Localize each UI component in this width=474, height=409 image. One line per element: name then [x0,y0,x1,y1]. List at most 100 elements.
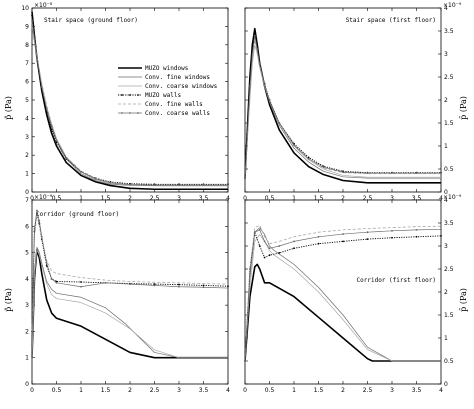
x-tick-label: 1.5 [314,387,324,394]
y-tick-label: 0 [25,189,29,196]
legend-marker-conv-coarse-walls [129,112,131,114]
series-point-muzo-walls [263,256,266,259]
x-tick-label: 2.5 [150,387,160,394]
series-point-conv-coarse-walls [317,235,320,238]
series-point-muzo-walls [202,284,205,287]
x-tick-label: 3.5 [199,387,209,394]
series-point-conv-coarse-walls [129,183,131,186]
panel-title: Corridor (first floor) [357,277,436,284]
y-tick-label: 7 [25,60,29,67]
series-point-conv-coarse-walls [80,285,82,288]
series-point-conv-coarse-walls [178,285,180,288]
series-point-muzo-walls [31,14,33,17]
series-point-conv-coarse-walls [55,139,58,142]
series-point-muzo-walls [415,235,418,238]
series-point-muzo-walls [307,156,310,159]
series-point-conv-coarse-walls [45,262,48,264]
series-point-conv-coarse-walls [40,86,43,89]
series-point-conv-coarse-walls [38,220,41,222]
y-tick-label: 4 [444,5,448,12]
y-tick-label: 2.5 [444,74,454,81]
panel-title: Stair space (first floor) [346,17,436,24]
legend-marker-conv-coarse-walls [121,112,123,114]
series-point-conv-coarse-walls [178,184,180,186]
y-tick-label: 3.5 [444,220,454,227]
y-tick-label: 2.5 [444,266,454,273]
left-y-axis-label-top: p̂ (Pa) [4,96,13,120]
legend-label-muzo-windows: MUZO windows [145,65,189,72]
series-line-muzo-windows [244,263,441,362]
series-point-conv-coarse-walls [342,233,344,235]
series-point-conv-coarse-walls [244,177,246,180]
y-tick-label: 0.5 [444,166,454,173]
x-tick-label: 2 [341,195,345,202]
series-point-conv-coarse-walls [366,231,369,234]
right-y-axis-label-top: p̄ (Pa) [459,96,468,120]
series-point-conv-coarse-walls [94,178,97,181]
series-point-conv-coarse-walls [36,56,38,59]
legend-marker-muzo-walls [129,94,131,96]
series-point-conv-coarse-walls [36,209,38,212]
x-tick-label: 4 [226,387,230,394]
series-point-conv-coarse-walls [55,281,58,284]
y-scale-label: ×10⁻⁸ [34,2,53,9]
x-tick-label: 1 [79,195,83,202]
series-point-conv-coarse-walls [342,171,344,174]
panel-corridor-first: 0 0.5 1 1.5 2 2.5 3 3.5 400.511.522.533.54×10⁻⁹C… [243,194,462,394]
x-tick-label: 0 [243,195,247,202]
series-point-muzo-walls [293,247,295,250]
y-tick-label: 1 [25,171,29,178]
y-tick-label: 8 [25,42,29,49]
y-tick-label: 5 [25,250,29,257]
series-point-muzo-walls [253,32,256,35]
series-point-conv-coarse-walls [293,144,295,146]
y-tick-label: 3 [444,51,448,58]
series-line-muzo-walls [244,231,442,362]
series-point-conv-coarse-walls [258,63,261,66]
series-point-muzo-walls [45,111,48,114]
series-point-conv-coarse-walls [268,99,271,102]
series-point-muzo-walls [391,236,393,239]
panel-title: Stair space (ground floor) [44,17,138,24]
series-point-conv-coarse-walls [153,284,156,287]
right-y-axis-label-bottom: p̄ (Pa) [459,288,468,312]
series-point-conv-coarse-walls [40,235,43,238]
panel-corridor-ground: 0 0.5 1 1.5 2 2.5 3 3.5 4 0 1 2 3 4 5 6 7 ×10⁻⁹ Corridor (… [25,194,230,394]
legend: MUZO windows Conv. fine windows Conv. coar… [118,65,218,117]
series-point-conv-coarse-walls [129,283,131,286]
series-point-conv-coarse-walls [293,240,295,243]
series-line-conv-fine-windows [31,246,228,359]
series-point-conv-coarse-walls [31,19,33,22]
y-tick-label: 6 [25,223,29,230]
y-tick-label: 9 [25,23,29,30]
series-point-conv-coarse-walls [440,172,442,175]
x-tick-label: 1.5 [101,195,111,202]
series-point-conv-coarse-walls [251,53,254,55]
y-tick-label: 7 [25,197,29,204]
series-point-conv-coarse-walls [253,34,256,37]
series-point-conv-coarse-walls [227,184,229,186]
x-tick-label: 1 [79,387,83,394]
x-tick-label: 0.5 [265,195,275,202]
y-tick-label: 10 [21,5,29,12]
y-tick-label: 2 [25,152,29,159]
y-scale-label: ×10⁻⁹ [443,2,462,9]
series-line-conv-coarse-walls [31,20,228,186]
legend-label-muzo-walls: MUZO walls [145,92,182,99]
x-tick-label: 3.5 [412,195,422,202]
series-point-muzo-walls [153,283,156,286]
x-tick-label: 2 [341,387,345,394]
series-point-conv-coarse-walls [244,360,246,362]
series-point-conv-coarse-walls [227,287,229,289]
series-point-conv-coarse-walls [249,272,251,275]
y-tick-label: 2 [444,289,448,296]
series-point-conv-coarse-walls [33,38,36,41]
x-tick-label: 0 [243,387,247,394]
legend-marker-muzo-walls [121,94,123,96]
series-line-muzo-walls [31,212,229,332]
series-point-conv-coarse-walls [50,277,53,280]
x-tick-label: 0.5 [265,387,275,394]
y-tick-label: 1.5 [444,312,454,319]
series-point-conv-coarse-walls [415,229,418,231]
x-tick-label: 3.5 [412,387,422,394]
